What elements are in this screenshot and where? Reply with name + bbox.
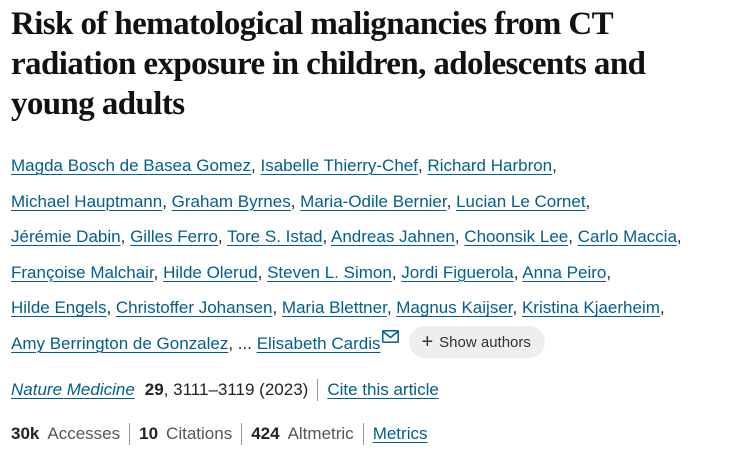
author-link[interactable]: Choonsik Lee [464, 227, 569, 247]
author-separator: , [417, 156, 428, 175]
author-link[interactable]: Richard Harbron [427, 156, 553, 175]
author-link[interactable]: Graham Byrnes [171, 191, 291, 211]
author-link[interactable]: Steven L. Simon [267, 262, 392, 282]
author-separator: , [659, 298, 665, 318]
author-link[interactable]: Isabelle Thierry-Chef [260, 156, 418, 175]
author-link[interactable]: Françoise Malchair [11, 262, 154, 282]
citations-label: Citations [166, 423, 233, 443]
volume-comma: , [163, 379, 174, 399]
author-link[interactable]: Magnus Kaijser [396, 298, 513, 318]
author-link[interactable]: Amy Berrington de Gonzalez [11, 333, 229, 353]
divider [129, 422, 131, 445]
author-separator: , [322, 227, 332, 247]
article-title: Risk of hematological malignancies from … [11, 6, 646, 122]
plus-icon: + [421, 331, 434, 354]
citation-line: Nature Medicine 29, 3111–3119 (2023) Cit… [11, 376, 723, 404]
author-link[interactable]: Anna Peiro [522, 262, 607, 282]
show-authors-button[interactable]: + Show authors [409, 326, 545, 359]
citations-metric: 10 Citations [139, 424, 232, 444]
author-link[interactable]: Maria-Odile Bernier [300, 191, 447, 211]
altmetric-metric: 424 Altmetric [251, 424, 354, 444]
volume: 29 [144, 379, 164, 399]
author-separator: , [106, 298, 116, 318]
divider [241, 422, 243, 445]
author-link[interactable]: Jérémie Dabin [11, 227, 121, 247]
article-metrics: 30k Accesses 10 Citations 424 Altmetric … [11, 420, 723, 448]
altmetric-value: 424 [251, 423, 280, 443]
author-link[interactable]: Jordi Figuerola [401, 262, 514, 282]
author-separator: , [228, 333, 238, 353]
author-separator: , [386, 298, 397, 318]
metrics-link[interactable]: Metrics [372, 423, 428, 443]
accesses-label: Accesses [47, 423, 121, 443]
accesses-metric: 30k Accesses [11, 424, 120, 444]
show-authors-label: Show authors [439, 333, 531, 351]
author-separator: , [454, 227, 465, 247]
corresponding-author-link[interactable]: Elisabeth Cardis [256, 333, 381, 353]
author-separator: , [512, 298, 522, 318]
altmetric-label: Altmetric [287, 423, 354, 443]
author-separator: , [257, 262, 268, 282]
author-separator: , [676, 227, 682, 247]
author-separator: , [153, 262, 164, 282]
author-link[interactable]: Gilles Ferro [130, 227, 218, 247]
author-link[interactable]: Tore S. Istad [227, 227, 323, 247]
journal-link[interactable]: Nature Medicine [11, 379, 135, 399]
author-separator: , [606, 262, 612, 282]
divider [317, 378, 319, 401]
author-ellipsis: ... [237, 333, 252, 353]
author-separator: , [217, 227, 228, 247]
author-link[interactable]: Christoffer Johansen [115, 298, 273, 318]
author-separator: , [568, 227, 578, 247]
author-link[interactable]: Magda Bosch de Basea Gomez [11, 156, 252, 175]
author-separator: , [513, 262, 523, 282]
author-link[interactable]: Kristina Kjaerheim [521, 298, 660, 318]
divider [362, 422, 364, 445]
author-separator: , [290, 191, 301, 211]
corresponding-author: Elisabeth Cardis [256, 329, 400, 353]
author-separator: , [585, 191, 591, 211]
article-header: Risk of hematological malignancies from … [11, 6, 723, 448]
citations-value: 10 [139, 423, 159, 443]
author-link[interactable]: Hilde Olerud [163, 262, 258, 282]
author-link[interactable]: Andreas Jahnen [331, 227, 455, 247]
author-separator: , [162, 191, 172, 211]
pages-year: 3111–3119 (2023) [173, 379, 309, 399]
author-link[interactable]: Carlo Maccia [577, 227, 677, 247]
author-separator: , [272, 298, 282, 318]
author-link[interactable]: Maria Blettner [281, 298, 387, 318]
author-link[interactable]: Lucian Le Cornet [456, 191, 586, 211]
author-link[interactable]: Hilde Engels [11, 298, 107, 318]
accesses-value: 30k [11, 423, 40, 443]
mail-icon[interactable] [382, 329, 400, 343]
author-separator: , [391, 262, 402, 282]
author-separator: , [446, 191, 457, 211]
author-separator: , [120, 227, 131, 247]
author-list: Magda Bosch de Basea Gomez, Isabelle Thi… [11, 148, 701, 362]
cite-this-article-link[interactable]: Cite this article [327, 379, 439, 399]
author-separator: , [251, 156, 261, 175]
author-separator: , [552, 156, 557, 175]
author-link[interactable]: Michael Hauptmann [11, 191, 163, 211]
